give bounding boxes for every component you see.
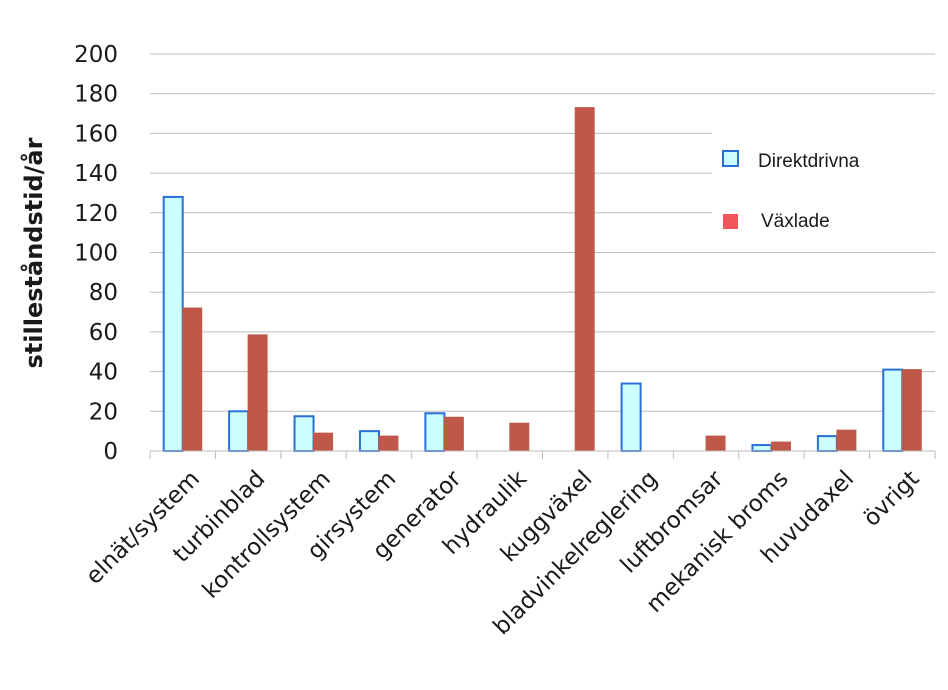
bar-direktdrivna-9 <box>751 444 773 453</box>
bar-direktdrivna-2 <box>293 415 315 453</box>
y-tick-label: 0 <box>103 439 118 465</box>
x-category-label: elnät/system <box>81 466 205 590</box>
bar-vaxlade-11 <box>901 369 922 452</box>
legend-swatch-vaxlade <box>723 214 738 229</box>
y-tick-label: 60 <box>89 320 118 346</box>
bar-direktdrivna-3 <box>358 430 380 452</box>
x-axis-labels: elnät/systemturbinbladkontrollsystemgirs… <box>81 465 924 640</box>
bar-vaxlade-8 <box>705 435 726 452</box>
bar-vaxlade-0 <box>182 307 203 452</box>
bar-direktdrivna-0 <box>162 195 184 452</box>
y-tick-label: 40 <box>89 360 118 386</box>
bar-vaxlade-3 <box>378 435 399 452</box>
y-tick-label: 100 <box>74 241 118 267</box>
bar-direktdrivna-11 <box>882 368 904 452</box>
bar-vaxlade-10 <box>836 429 857 452</box>
legend-label-direktdrivna: Direktdrivna <box>758 151 860 172</box>
y-axis-ticks: 0 20 40 60 80 100 120 140 160 180 200 <box>74 42 118 465</box>
bar-direktdrivna-4 <box>424 412 446 453</box>
legend: Direktdrivna Växlade <box>712 132 937 250</box>
x-axis-ticks <box>149 451 936 459</box>
legend-background <box>712 132 937 250</box>
bar-vaxlade-1 <box>247 334 268 452</box>
bar-vaxlade-2 <box>313 432 334 452</box>
bar-direktdrivna-7 <box>620 382 642 453</box>
y-tick-label: 200 <box>74 42 118 68</box>
bar-direktdrivna-10 <box>816 435 838 452</box>
x-category-label: övrigt <box>859 466 925 532</box>
bar-vaxlade-6 <box>574 107 595 452</box>
legend-swatch-direktdrivna <box>722 150 739 167</box>
y-axis-title: stilleståndstid/år <box>19 137 48 368</box>
y-tick-label: 20 <box>89 399 118 425</box>
bar-vaxlade-5 <box>509 422 530 452</box>
gridlines <box>150 53 935 412</box>
bar-direktdrivna-1 <box>228 410 250 452</box>
y-tick-label: 180 <box>74 82 118 108</box>
bar-vaxlade-9 <box>770 441 791 452</box>
y-tick-label: 140 <box>74 161 118 187</box>
y-tick-label: 160 <box>74 121 118 147</box>
bars <box>162 107 922 453</box>
y-tick-label: 120 <box>74 201 118 227</box>
bar-vaxlade-4 <box>443 416 464 452</box>
y-tick-label: 80 <box>89 280 118 306</box>
legend-label-vaxlade: Växlade <box>761 211 830 232</box>
